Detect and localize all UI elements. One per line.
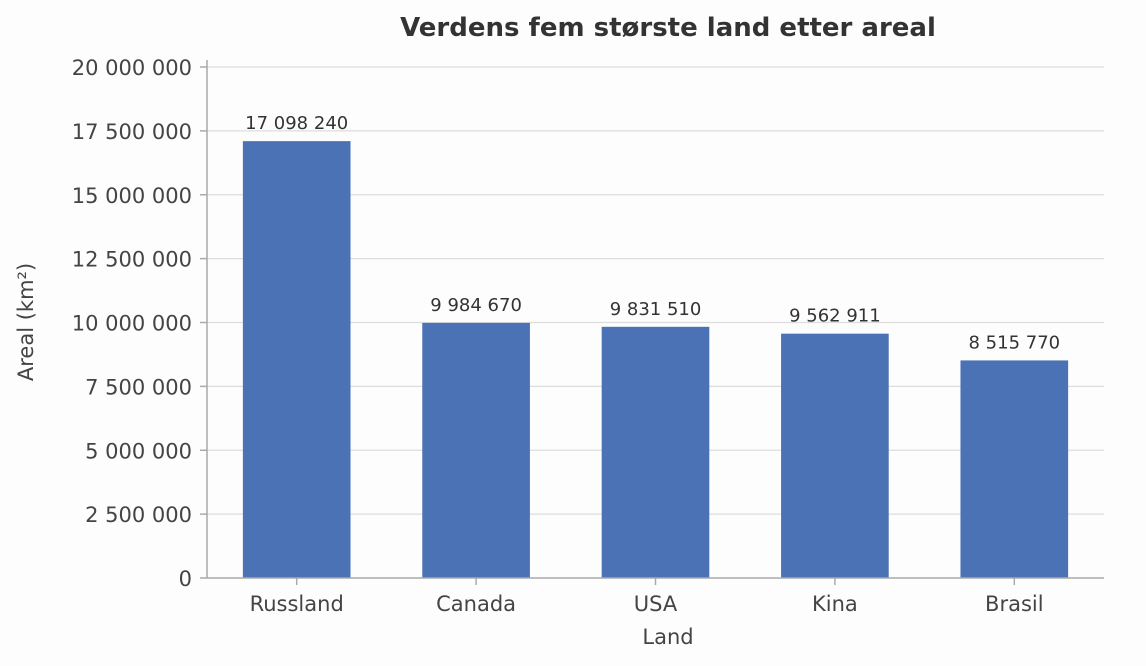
x-tick-label: USA bbox=[634, 592, 678, 616]
y-tick-label: 20 000 000 bbox=[72, 56, 192, 80]
bar-russland bbox=[242, 141, 351, 579]
data-label: 8 515 770 bbox=[968, 332, 1060, 353]
x-tick-label: Kina bbox=[812, 592, 858, 616]
x-axis: Russland Canada USA Kina Brasil bbox=[207, 577, 1104, 616]
chart-title: Verdens fem største land etter areal bbox=[400, 13, 936, 43]
y-tick-label: 2 500 000 bbox=[85, 503, 192, 527]
y-tick-label: 0 bbox=[179, 567, 192, 591]
y-tick-label: 15 000 000 bbox=[72, 184, 192, 208]
bar-brasil bbox=[960, 360, 1069, 578]
x-tick-label: Canada bbox=[436, 592, 516, 616]
bar-usa bbox=[601, 326, 710, 578]
y-tick-label: 17 500 000 bbox=[72, 120, 192, 144]
bars: 17 098 240 9 984 670 9 831 510 9 562 911 8 5… bbox=[242, 113, 1069, 579]
bar-canada bbox=[422, 322, 530, 578]
bar-kina bbox=[781, 333, 889, 578]
y-tick-label: 10 000 000 bbox=[72, 312, 192, 336]
y-axis-label: Areal (km²) bbox=[14, 263, 38, 381]
data-label: 9 831 510 bbox=[610, 299, 702, 320]
data-label: 9 562 911 bbox=[789, 306, 881, 327]
y-tick-label: 12 500 000 bbox=[72, 248, 192, 272]
x-tick-label: Russland bbox=[250, 592, 344, 616]
y-axis: 0 2 500 000 5 000 000 7 500 000 10 000 000 12… bbox=[72, 56, 208, 591]
data-label: 17 098 240 bbox=[245, 113, 348, 134]
y-tick-label: 5 000 000 bbox=[85, 439, 192, 463]
x-axis-label: Land bbox=[642, 625, 693, 649]
data-label: 9 984 670 bbox=[430, 295, 522, 316]
y-tick-label: 7 500 000 bbox=[85, 375, 192, 399]
x-tick-label: Brasil bbox=[985, 592, 1044, 616]
